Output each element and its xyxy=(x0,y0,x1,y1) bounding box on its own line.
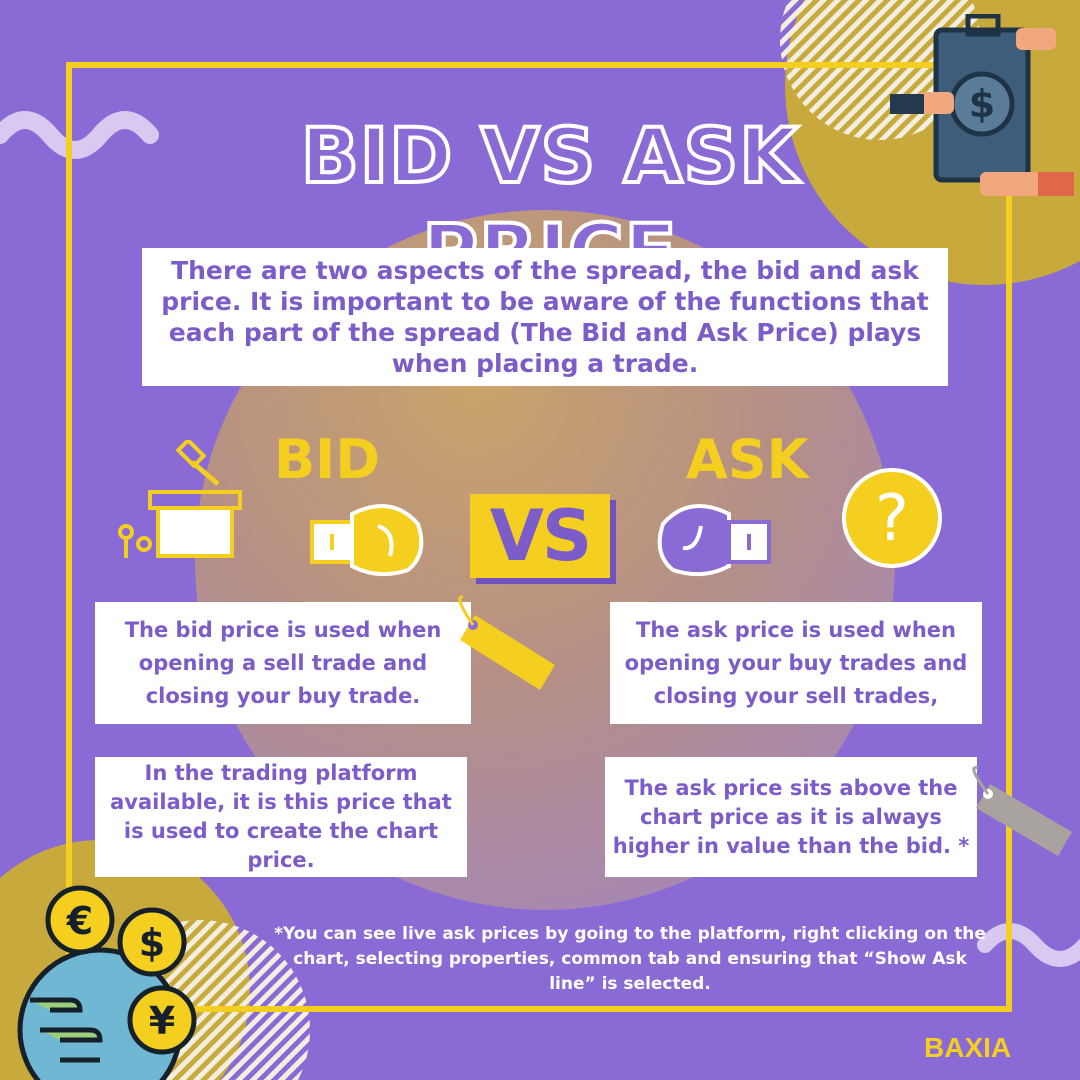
svg-text:?: ? xyxy=(875,482,909,556)
bid-label: BID xyxy=(274,428,381,491)
glove-icon xyxy=(657,504,771,577)
svg-text:€: € xyxy=(66,899,93,943)
brand-logo: BAXIA xyxy=(924,1032,1012,1063)
bid-platform-note: In the trading platform available, it is… xyxy=(95,757,467,877)
question-icon: ? xyxy=(842,468,942,568)
gavel-icon xyxy=(118,440,242,558)
bid-description: The bid price is used when opening a sel… xyxy=(95,602,471,724)
glove-icon xyxy=(310,504,424,577)
price-tag-icon xyxy=(972,766,1072,856)
coins-icon: € $ ¥ xyxy=(17,885,197,1080)
price-tag-icon xyxy=(458,595,555,690)
svg-text:¥: ¥ xyxy=(149,999,175,1043)
footnote: *You can see live ask prices by going to… xyxy=(274,924,986,994)
vs-label: VS xyxy=(489,495,593,577)
money-hands-icon: $ xyxy=(890,14,1074,196)
ask-label: ASK xyxy=(686,428,809,491)
yellow-frame xyxy=(66,62,1012,1012)
vs-box xyxy=(470,494,610,578)
svg-text:$: $ xyxy=(969,82,995,126)
svg-text:$: $ xyxy=(139,921,165,965)
ask-platform-note: The ask price sits above the chart price… xyxy=(605,757,977,877)
ask-description: The ask price is used when opening your … xyxy=(610,602,982,724)
intro-text: There are two aspects of the spread, the… xyxy=(142,248,948,386)
